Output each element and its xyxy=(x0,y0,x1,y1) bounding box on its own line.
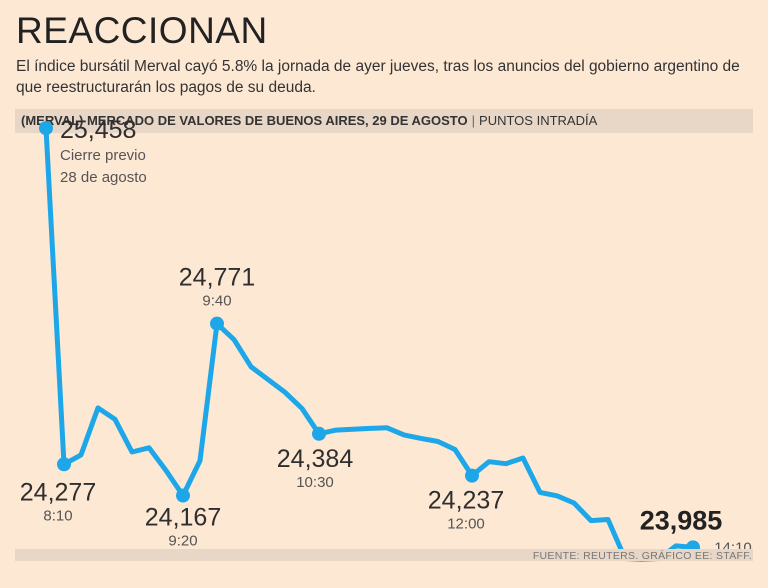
data-point-marker xyxy=(465,468,479,483)
point-note-label: 28 de agosto xyxy=(60,169,147,186)
data-point-marker xyxy=(210,316,224,331)
point-value-label: 25,458 xyxy=(60,116,136,144)
data-point-marker xyxy=(57,457,71,472)
chart-header-bar: (MERVAL) MERCADO DE VALORES DE BUENOS AI… xyxy=(15,109,753,133)
chart-unit-label: PUNTOS INTRADÍA xyxy=(479,113,598,128)
point-note-label: Cierre previo xyxy=(60,147,146,164)
data-point-marker xyxy=(312,426,326,441)
point-time-label: 10:30 xyxy=(296,474,334,491)
chart-title: (MERVAL) MERCADO DE VALORES DE BUENOS AI… xyxy=(21,113,468,128)
data-point-marker xyxy=(176,488,190,503)
point-value-label: 23,985 xyxy=(640,505,723,535)
page-subtitle: El índice bursátil Merval cayó 5.8% la j… xyxy=(16,58,740,96)
point-value-label: 24,167 xyxy=(145,504,221,532)
point-time-label: 8:10 xyxy=(43,507,72,524)
source-note: FUENTE: REUTERS. GRÁFICO EE: STAFF. xyxy=(532,550,752,562)
point-value-label: 24,237 xyxy=(428,487,504,515)
point-value-label: 24,277 xyxy=(20,478,96,506)
page-title: REACCIONAN xyxy=(16,10,268,51)
point-time-label: 9:20 xyxy=(168,533,197,550)
footer-band xyxy=(15,549,753,561)
merval-series-line xyxy=(43,125,696,562)
point-value-label: 24,771 xyxy=(179,264,255,292)
point-time-label: 9:40 xyxy=(202,293,231,310)
chart-header-separator: | xyxy=(471,113,476,128)
data-point-marker xyxy=(39,121,53,136)
point-time-label: 12:00 xyxy=(447,516,485,533)
point-value-label: 24,384 xyxy=(277,445,354,473)
